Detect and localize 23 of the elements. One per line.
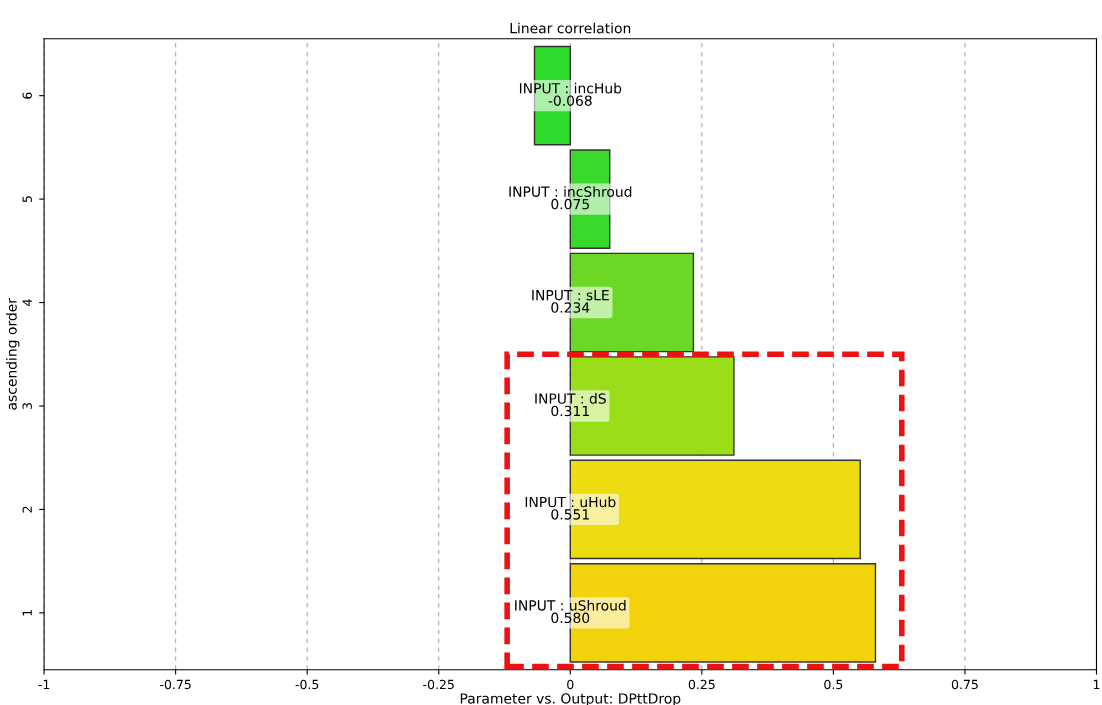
y-tick-label: 2	[22, 506, 32, 513]
x-tick-label: 1	[1093, 679, 1100, 689]
y-tick-label: 4	[22, 299, 32, 306]
chart-title: Linear correlation	[510, 22, 631, 34]
data-label: INPUT : uShroud 0.580	[515, 599, 626, 624]
data-label: INPUT : sLE 0.234	[532, 290, 609, 313]
x-tick-label: 0	[567, 679, 574, 690]
x-tick-label: 0.75	[951, 679, 978, 690]
y-tick-label: 3	[22, 403, 32, 410]
x-tick-label: -0.25	[423, 679, 454, 690]
x-tick-label: -1	[38, 679, 50, 689]
x-tick-label: 0.25	[688, 679, 715, 690]
x-tick-label: 0.5	[824, 679, 843, 690]
data-label: INPUT : incShroud 0.075	[509, 186, 632, 210]
data-label: INPUT : dS 0.311	[535, 393, 606, 417]
x-tick-label: -0.5	[295, 679, 319, 690]
x-tick-label: -0.75	[160, 679, 191, 690]
y-tick-label: 1	[22, 610, 32, 616]
data-label: INPUT : incHub -0.068	[519, 82, 622, 106]
data-label: INPUT : uHub 0.551	[525, 496, 616, 520]
y-tick-label: 6	[22, 92, 32, 99]
y-tick-label: 5	[22, 196, 32, 203]
y-axis-title: ascending order	[6, 298, 20, 410]
